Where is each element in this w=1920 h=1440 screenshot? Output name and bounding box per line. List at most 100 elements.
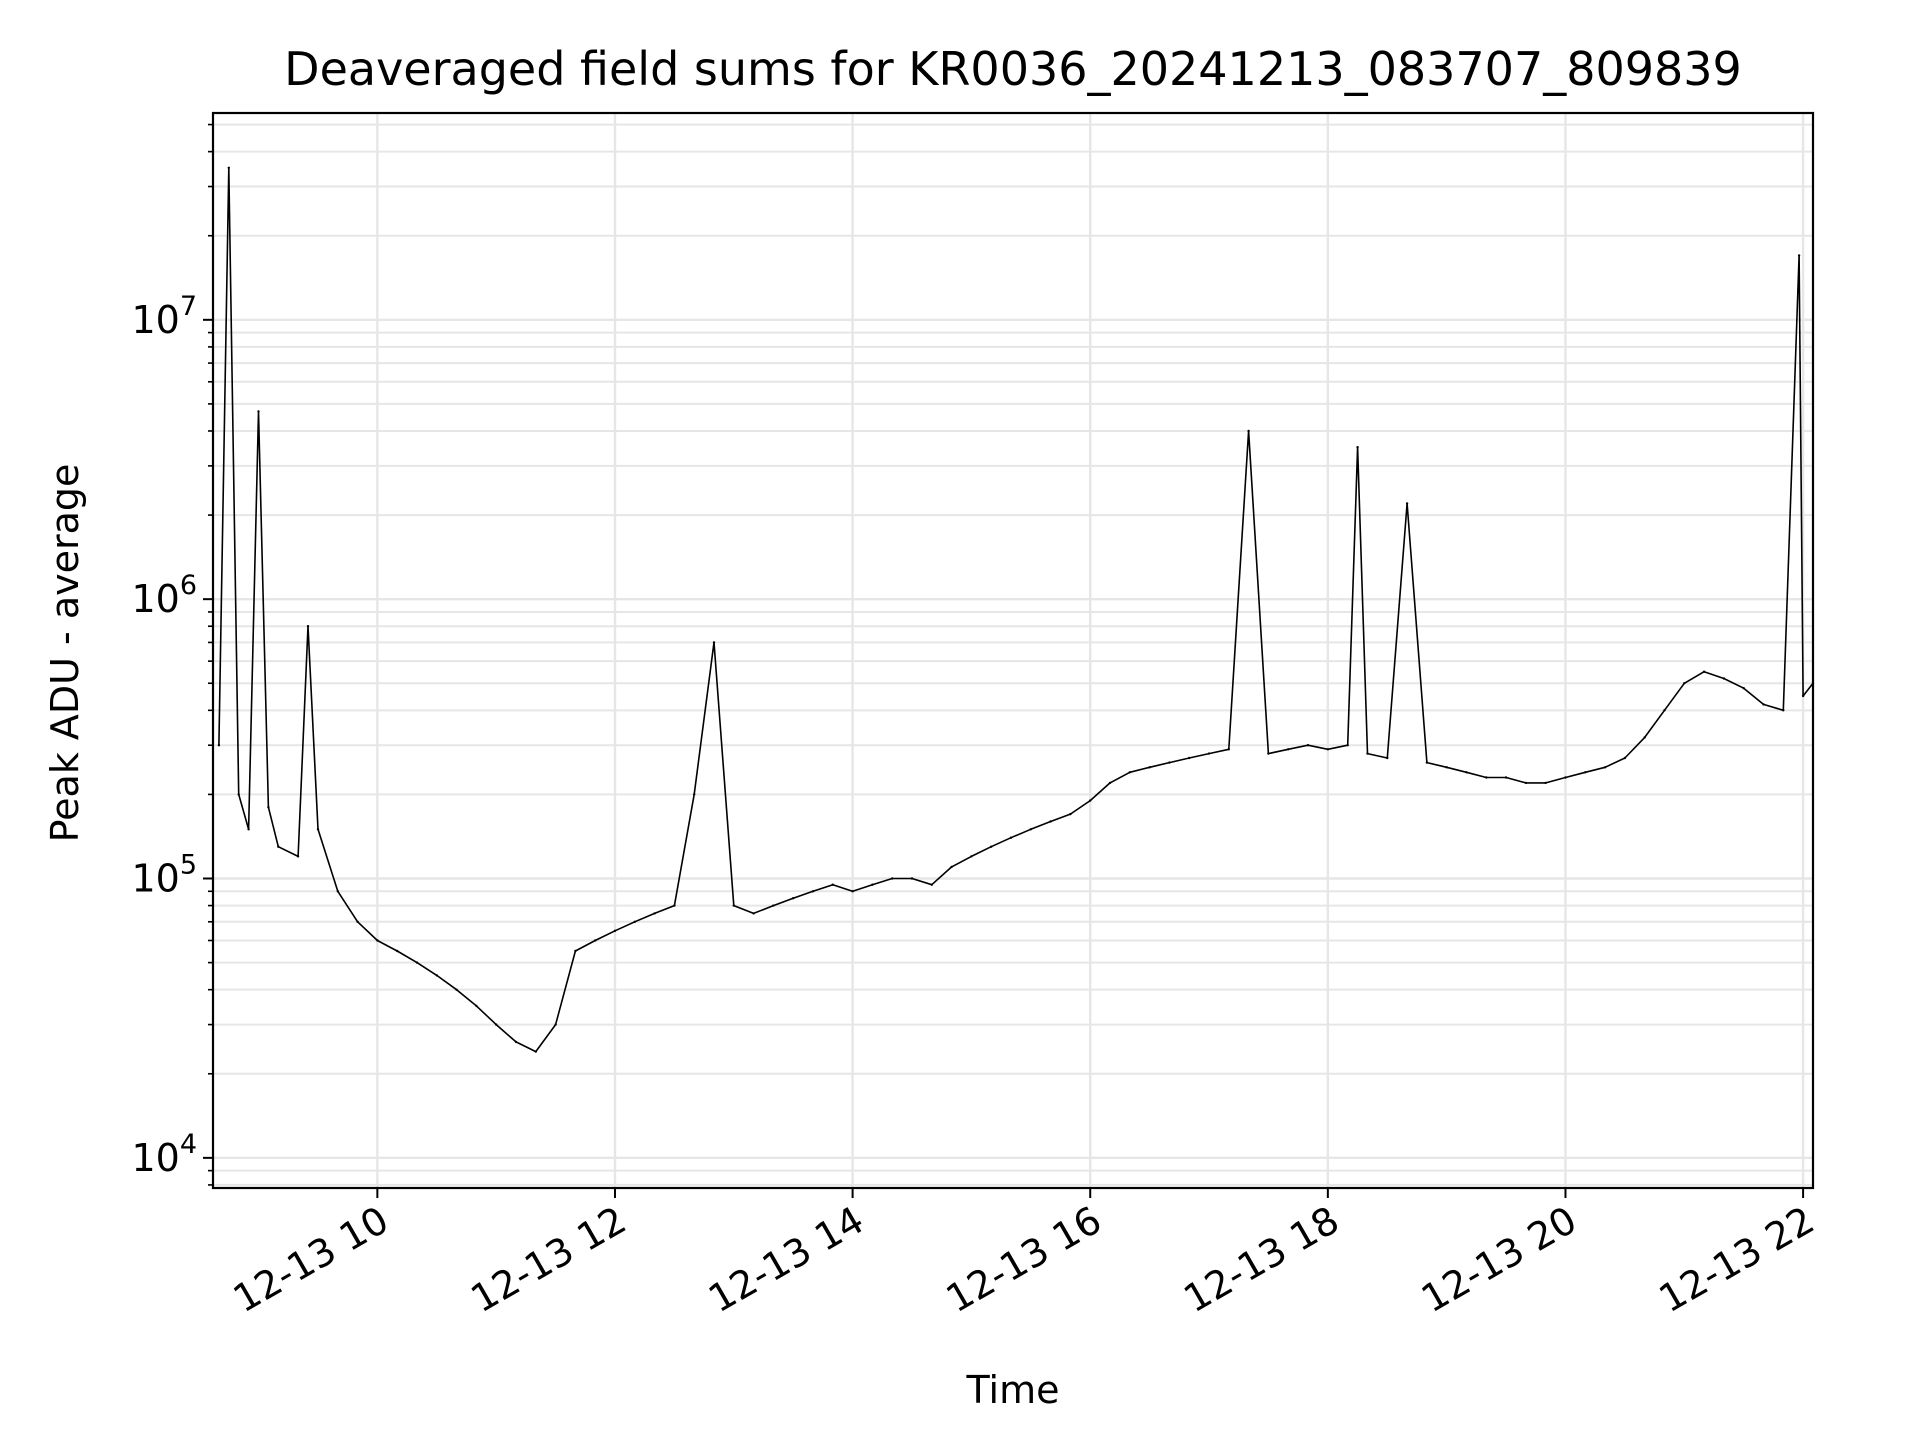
data-point xyxy=(653,912,656,915)
data-point xyxy=(1425,761,1429,764)
y-tick-label: 106 xyxy=(131,570,197,621)
data-point xyxy=(1009,836,1013,839)
data-point xyxy=(792,897,795,900)
chart-title: Deaveraged field sums for KR0036_2024121… xyxy=(284,42,1742,96)
data-point xyxy=(831,883,834,886)
x-axis-label: Time xyxy=(966,1368,1060,1412)
data-point xyxy=(247,828,250,831)
data-point xyxy=(1584,771,1587,774)
data-point xyxy=(1306,744,1310,747)
data-point xyxy=(1049,820,1052,823)
data-point xyxy=(594,939,597,942)
data-point xyxy=(1069,812,1072,816)
data-point xyxy=(693,793,696,796)
data-point xyxy=(1702,670,1706,673)
data-point xyxy=(970,855,973,858)
data-point xyxy=(1524,781,1528,785)
y-tick-exponent: 7 xyxy=(180,291,197,322)
data-point xyxy=(296,855,300,858)
data-point xyxy=(732,904,735,907)
data-point xyxy=(227,166,230,169)
y-tick-base: 10 xyxy=(131,857,179,901)
data-point xyxy=(1227,748,1231,751)
data-point xyxy=(306,625,310,628)
data-point xyxy=(950,865,953,869)
data-point xyxy=(1564,776,1567,779)
data-point xyxy=(495,1023,498,1026)
data-point xyxy=(1742,687,1745,690)
data-point xyxy=(673,904,676,907)
data-point xyxy=(514,1040,518,1044)
data-point xyxy=(1485,776,1488,779)
data-point xyxy=(1366,752,1369,755)
data-point xyxy=(772,904,775,907)
data-point xyxy=(1188,756,1191,760)
data-point xyxy=(1797,254,1801,257)
data-point xyxy=(930,883,933,886)
data-point xyxy=(1504,776,1508,779)
data-point xyxy=(811,890,815,893)
data-point xyxy=(554,1023,557,1026)
data-point xyxy=(1683,682,1686,685)
data-point xyxy=(752,912,755,915)
data-point xyxy=(1168,761,1171,764)
data-point xyxy=(534,1050,537,1053)
data-point xyxy=(1207,752,1211,755)
data-point xyxy=(574,949,577,953)
data-point xyxy=(1108,781,1112,785)
data-point xyxy=(712,641,716,644)
data-point xyxy=(316,828,320,831)
y-tick-base: 10 xyxy=(131,577,179,621)
data-point xyxy=(1346,744,1349,747)
data-point xyxy=(257,410,260,413)
plot-frame xyxy=(211,111,1815,1190)
data-point xyxy=(336,890,339,893)
data-point xyxy=(1326,748,1330,751)
data-point xyxy=(1267,752,1270,755)
data-point xyxy=(1405,502,1409,505)
data-point xyxy=(217,744,221,747)
y-tick-label: 105 xyxy=(131,850,197,901)
data-point xyxy=(1128,771,1132,774)
data-point xyxy=(910,877,914,880)
data-point xyxy=(237,793,240,796)
data-point xyxy=(267,806,270,809)
grid xyxy=(213,113,1813,1188)
data-point xyxy=(356,920,359,923)
data-point xyxy=(633,920,636,923)
data-point xyxy=(396,949,399,953)
y-tick-exponent: 6 xyxy=(180,570,197,601)
data-point xyxy=(990,845,993,848)
data-point xyxy=(475,1004,478,1008)
data-point xyxy=(455,988,458,991)
data-point xyxy=(1356,446,1359,449)
y-tick-base: 10 xyxy=(131,298,179,342)
data-point xyxy=(1782,709,1785,712)
data-point xyxy=(415,961,419,964)
y-tick-exponent: 4 xyxy=(180,1129,197,1160)
y-tick-label: 107 xyxy=(131,291,197,342)
y-axis-label: Peak ADU - average xyxy=(43,464,87,843)
data-point xyxy=(1603,766,1607,769)
data-point xyxy=(1762,703,1765,706)
data-point xyxy=(891,877,894,880)
data-point xyxy=(1089,799,1092,802)
data-point xyxy=(1722,677,1726,680)
data-point xyxy=(1643,736,1646,739)
data-point xyxy=(1465,771,1468,774)
data-point xyxy=(277,845,280,848)
data-point xyxy=(1544,781,1547,785)
data-point xyxy=(435,974,438,977)
data-point xyxy=(871,883,874,886)
data-point xyxy=(613,929,617,932)
plot-line-group xyxy=(217,166,1815,1053)
y-tick-base: 10 xyxy=(131,1136,179,1180)
y-tick-exponent: 5 xyxy=(180,850,197,881)
data-point xyxy=(1247,429,1250,433)
data-point xyxy=(376,939,379,942)
data-point xyxy=(1386,756,1389,760)
data-point xyxy=(1663,709,1666,712)
data-point xyxy=(1287,748,1290,751)
